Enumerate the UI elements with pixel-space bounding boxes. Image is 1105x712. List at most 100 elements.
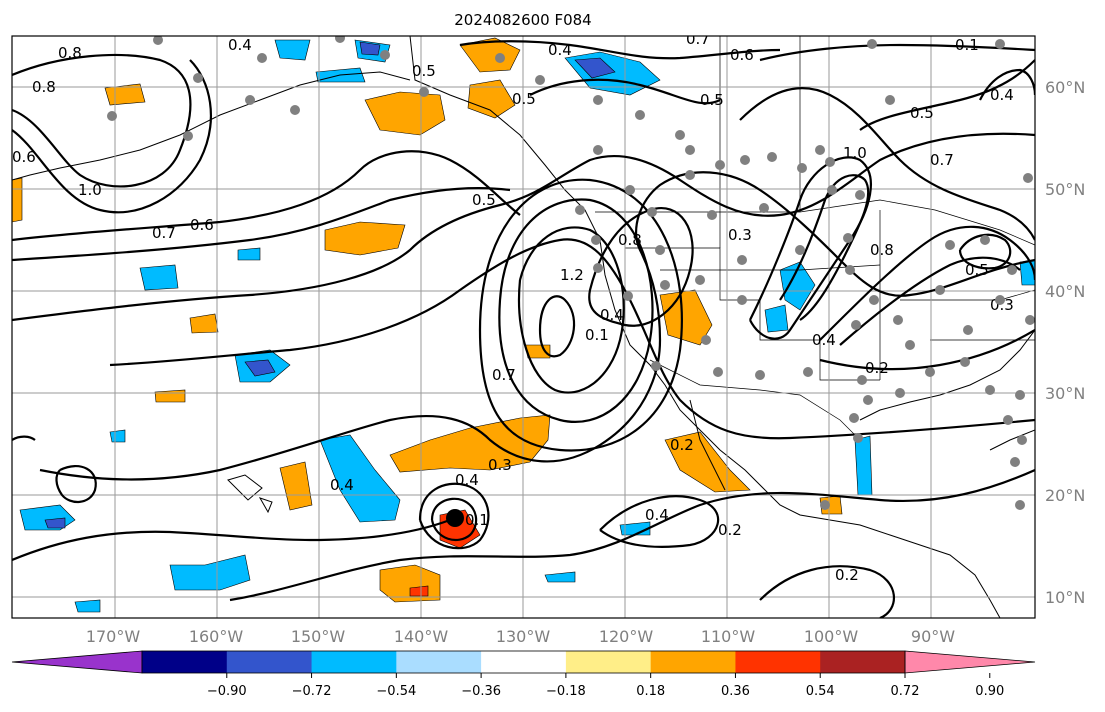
station-marker [849, 413, 859, 423]
colorbar-extend-high [904, 650, 1036, 674]
station-marker [153, 36, 163, 45]
station-marker [851, 320, 861, 330]
contour-label: 0.8 [870, 241, 894, 259]
station-marker [660, 280, 670, 290]
contour-label: 0.4 [990, 86, 1014, 104]
station-marker [737, 255, 747, 265]
colorbar-tick-label: 0.72 [891, 684, 920, 699]
station-marker [290, 105, 300, 115]
station-marker [1007, 265, 1017, 275]
contour-label: 0.4 [600, 306, 624, 324]
lon-tick: 160°W [189, 627, 244, 646]
contour-label: 0.5 [700, 91, 724, 109]
station-marker [245, 95, 255, 105]
station-marker [797, 163, 807, 173]
coastlines [12, 36, 1035, 618]
colorbar-segment [142, 651, 228, 673]
station-marker [853, 433, 863, 443]
station-marker [737, 295, 747, 305]
station-marker [740, 155, 750, 165]
station-marker [1023, 173, 1033, 183]
lon-tick: 130°W [496, 627, 551, 646]
contour-label: 0.5 [512, 90, 536, 108]
lon-tick: 140°W [394, 627, 449, 646]
station-marker [869, 295, 879, 305]
contour-label: 0.4 [812, 331, 836, 349]
colorbar-tick-label: −0.54 [376, 684, 416, 699]
chart-title: 2024082600 F084 [454, 11, 591, 29]
station-marker [593, 263, 603, 273]
station-marker [335, 36, 345, 43]
colorbar-segment [735, 651, 821, 673]
station-marker [625, 185, 635, 195]
longitude-axis: 170°W 160°W 150°W 140°W 130°W 120°W 110°… [86, 627, 955, 646]
colorbar-tick-label: −0.90 [207, 684, 247, 699]
station-marker [803, 367, 813, 377]
colorbar-tick-label: 0.90 [975, 684, 1004, 699]
station-marker [685, 170, 695, 180]
station-marker [820, 500, 830, 510]
station-marker [855, 190, 865, 200]
colorbar-segment [226, 651, 313, 673]
station-marker [685, 145, 695, 155]
station-marker [755, 370, 765, 380]
lat-tick: 40°N [1045, 282, 1085, 301]
colorbar-segment [565, 651, 652, 673]
station-marker [713, 367, 723, 377]
lat-tick: 60°N [1045, 78, 1085, 97]
station-marker [905, 340, 915, 350]
station-marker [985, 385, 995, 395]
positive-shading [12, 37, 843, 603]
contour-label: 0.8 [32, 78, 56, 96]
colorbar-tick-label: −0.18 [546, 684, 586, 699]
contour-lines [12, 40, 1035, 618]
contour-label: 0.2 [670, 436, 694, 454]
lon-tick: 110°W [701, 627, 756, 646]
contour-label: 1.0 [843, 144, 867, 162]
contour-labels: 0.8 0.8 0.4 0.5 0.4 0.6 0.7 0.1 0.4 0.5 … [12, 36, 1014, 584]
lat-tick: 10°N [1045, 588, 1085, 607]
station-marker [651, 361, 661, 371]
contour-label: 0.4 [228, 36, 252, 54]
station-marker [701, 335, 711, 345]
contour-label: 0.4 [330, 476, 354, 494]
contour-label: 0.5 [472, 191, 496, 209]
station-marker [495, 53, 505, 63]
station-marker [767, 152, 777, 162]
station-marker [675, 130, 685, 140]
station-markers [107, 36, 1035, 510]
lon-tick: 150°W [291, 627, 346, 646]
contour-label: 0.1 [465, 511, 489, 529]
contour-label: 0.7 [930, 151, 954, 169]
colorbar-tick-label: 0.36 [721, 684, 750, 699]
lon-tick: 100°W [804, 627, 859, 646]
station-marker [825, 157, 835, 167]
station-marker [935, 285, 945, 295]
station-marker [1015, 500, 1025, 510]
colorbar-tick-label: 0.18 [636, 684, 665, 699]
station-marker [1017, 435, 1027, 445]
station-marker [575, 205, 585, 215]
contour-label: 1.2 [560, 266, 584, 284]
contour-label: 0.7 [152, 224, 176, 242]
station-marker [843, 233, 853, 243]
latitude-axis: 60°N 50°N 40°N 30°N 20°N 10°N [1045, 78, 1085, 607]
station-marker [535, 75, 545, 85]
colorbar-tick-label: −0.72 [292, 684, 332, 699]
contour-label: 0.1 [585, 326, 609, 344]
contour-label: 0.2 [835, 566, 859, 584]
colorbar-tick-label: 0.54 [806, 684, 835, 699]
contour-label: 0.6 [190, 216, 214, 234]
colorbar-segment [311, 651, 397, 673]
station-marker [380, 50, 390, 60]
station-marker [845, 265, 855, 275]
station-marker [593, 95, 603, 105]
contour-label: 0.4 [645, 506, 669, 524]
map-area: 0.8 0.8 0.4 0.5 0.4 0.6 0.7 0.1 0.4 0.5 … [12, 36, 1035, 618]
lat-tick: 20°N [1045, 486, 1085, 505]
lon-tick: 90°W [911, 627, 955, 646]
contour-label: 0.8 [58, 44, 82, 62]
station-marker [867, 39, 877, 49]
contour-label: 0.5 [965, 261, 989, 279]
